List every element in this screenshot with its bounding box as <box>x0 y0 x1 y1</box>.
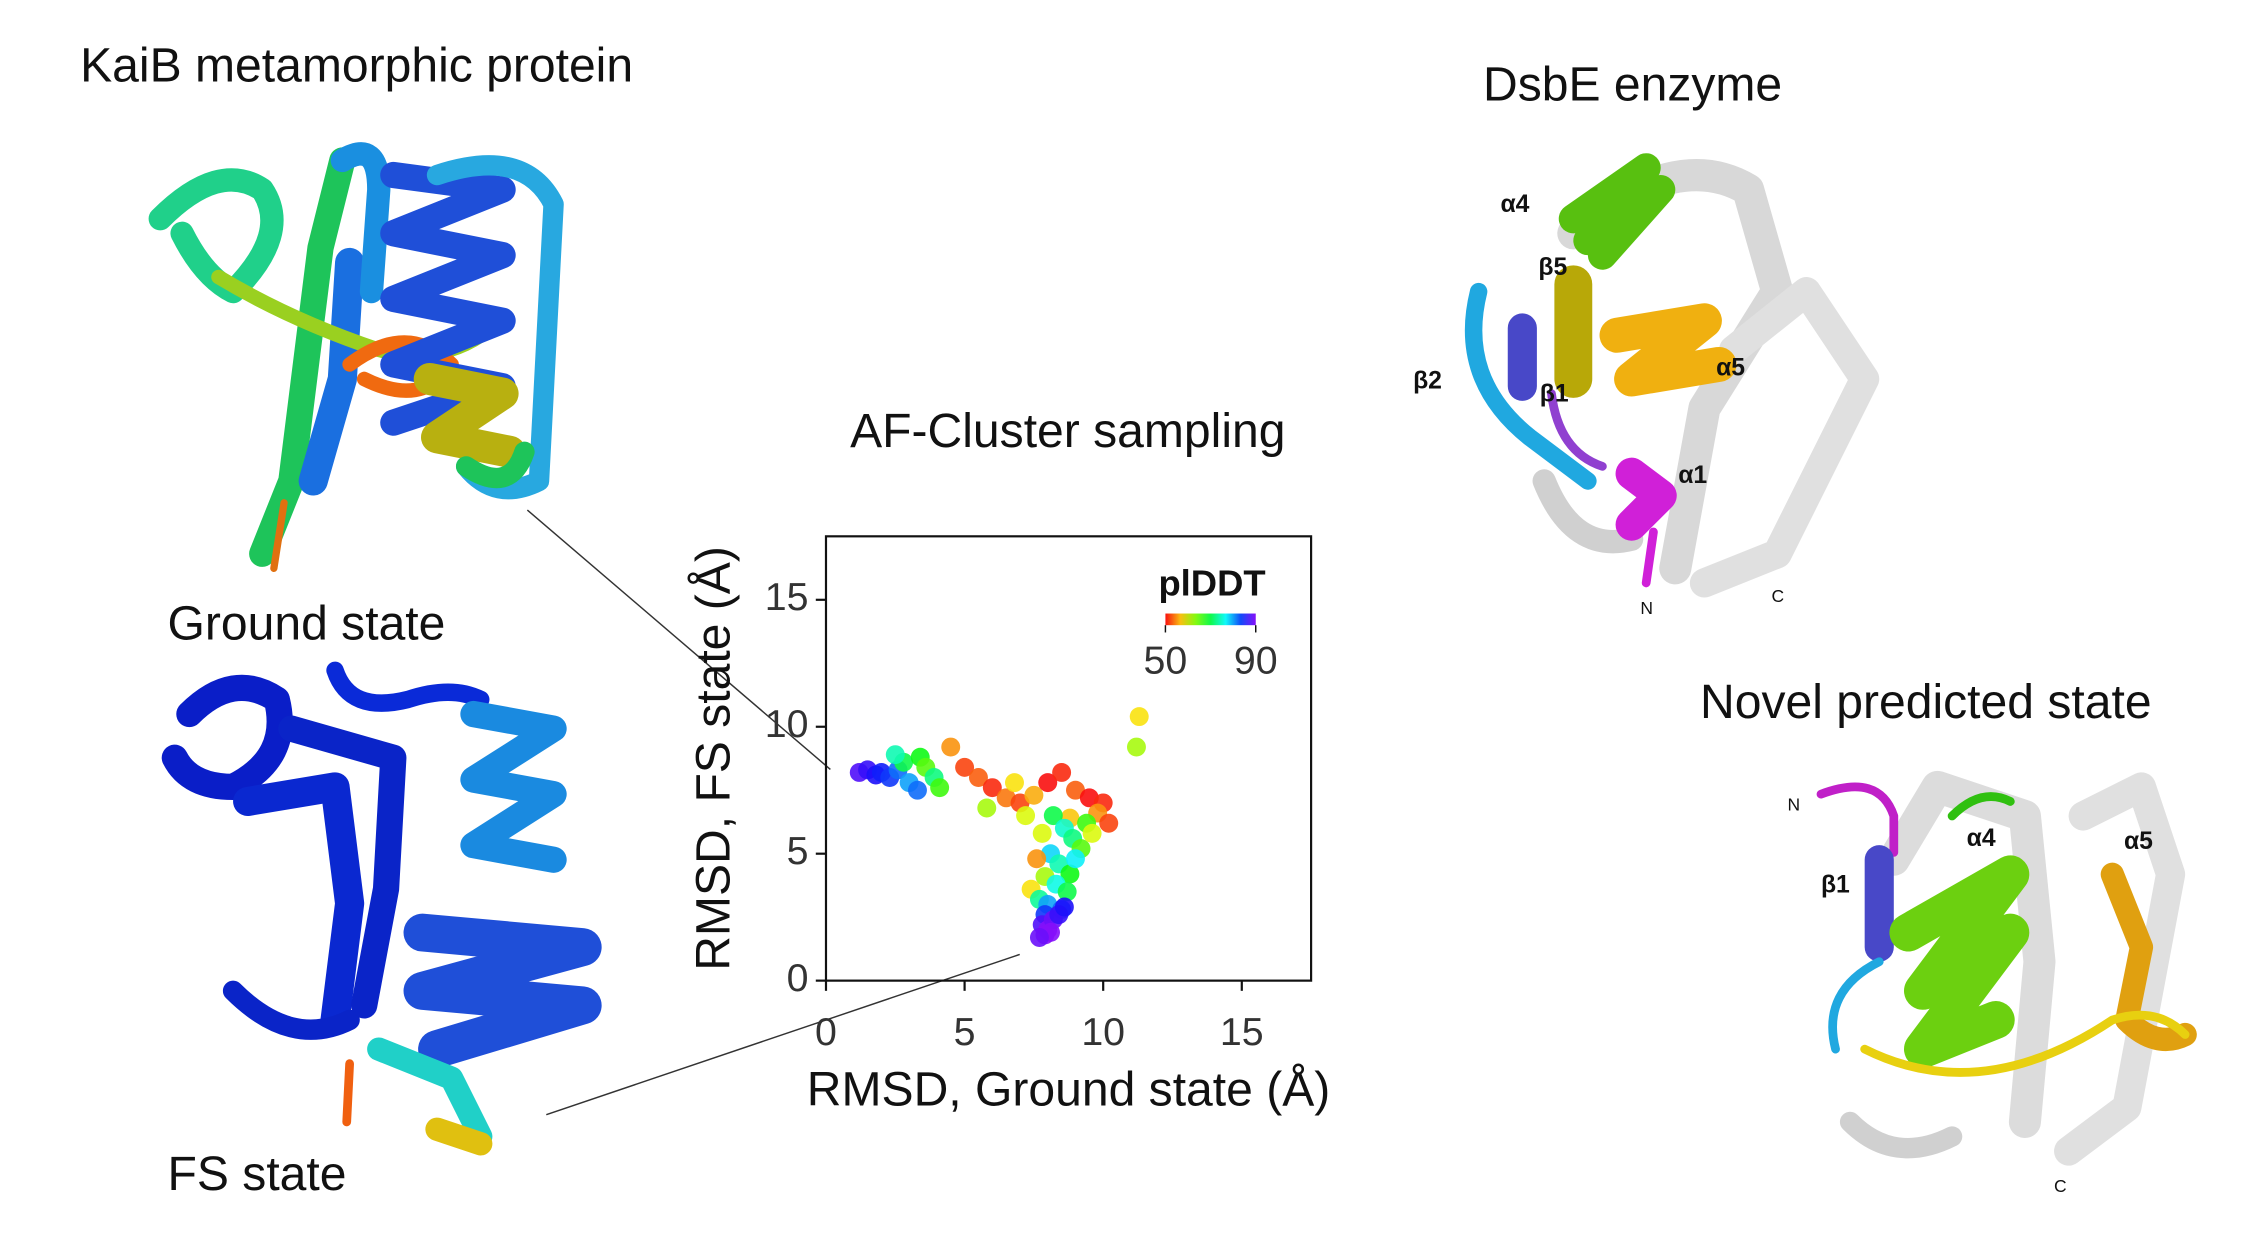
structure-label: β1 <box>1821 871 1850 898</box>
x-tick-label: 5 <box>954 1010 976 1054</box>
structure-label: N <box>1787 794 1800 814</box>
x-tick-label: 0 <box>815 1010 837 1054</box>
colorbar-tick-label: 50 <box>1144 638 1188 682</box>
point <box>885 745 905 765</box>
panel-title: Ground state <box>168 596 446 650</box>
panel-title: DsbE enzyme <box>1483 57 1782 111</box>
point <box>1082 823 1102 843</box>
point <box>1052 762 1072 782</box>
kaib-fs-structure <box>161 661 602 1156</box>
point <box>1099 813 1119 833</box>
point <box>1032 823 1052 843</box>
structure-label: α1 <box>1678 462 1707 489</box>
panel-title: FS state <box>168 1147 347 1201</box>
y-axis-label: RMSD, FS state (Å) <box>686 546 740 971</box>
scatter-plot: AF-Cluster sampling 0 5 10 15 0 5 10 15 RMSD, Gro… <box>686 404 1330 1116</box>
chart-title: AF-Cluster sampling <box>850 404 1285 458</box>
point <box>1024 785 1044 805</box>
point <box>930 778 950 798</box>
point <box>955 757 975 777</box>
colorbar <box>1165 613 1256 626</box>
point <box>1038 773 1058 793</box>
point <box>968 768 988 787</box>
dsbe-structure <box>1464 153 1880 598</box>
y-tick-label: 0 <box>787 956 809 1000</box>
point <box>1005 773 1024 793</box>
point <box>907 780 927 800</box>
point <box>1043 806 1063 826</box>
point <box>1029 928 1049 947</box>
y-tick-label: 5 <box>787 829 809 873</box>
point <box>1066 849 1085 869</box>
point <box>941 737 961 757</box>
structure-label: α4 <box>1500 191 1529 218</box>
structure-label: N <box>1640 598 1653 618</box>
y-tick-label: 10 <box>765 702 809 746</box>
connector <box>526 509 831 770</box>
panel-title: KaiB metamorphic protein <box>80 38 633 92</box>
colorbar-tick-label: 90 <box>1234 638 1278 682</box>
structure-label: C <box>1771 586 1784 606</box>
structure-label: α5 <box>2124 828 2153 855</box>
structure-label: α4 <box>1967 825 1996 852</box>
structure-label: α5 <box>1716 354 1745 381</box>
point <box>1129 707 1149 727</box>
point <box>1016 806 1036 826</box>
structure-label: β1 <box>1540 381 1569 408</box>
colorbar-label: plDDT <box>1158 562 1265 603</box>
novel-structure <box>1816 770 2197 1166</box>
point <box>977 798 997 818</box>
point <box>1060 864 1080 884</box>
y-tick-label: 15 <box>765 575 809 619</box>
x-tick-label: 10 <box>1081 1010 1125 1054</box>
point <box>1126 737 1146 757</box>
x-tick-label: 15 <box>1220 1010 1264 1054</box>
structure-label: C <box>2054 1176 2067 1196</box>
point <box>1027 849 1047 869</box>
point <box>982 778 1002 798</box>
point <box>1066 780 1085 800</box>
structure-label: β5 <box>1538 254 1567 281</box>
point <box>1057 882 1077 902</box>
kaib-ground-structure <box>148 142 564 573</box>
panel-title: Novel predicted state <box>1700 675 2152 729</box>
point <box>1054 897 1074 917</box>
x-axis-label: RMSD, Ground state (Å) <box>807 1063 1331 1117</box>
plot-frame <box>824 535 1313 982</box>
structure-label: β2 <box>1413 367 1442 394</box>
